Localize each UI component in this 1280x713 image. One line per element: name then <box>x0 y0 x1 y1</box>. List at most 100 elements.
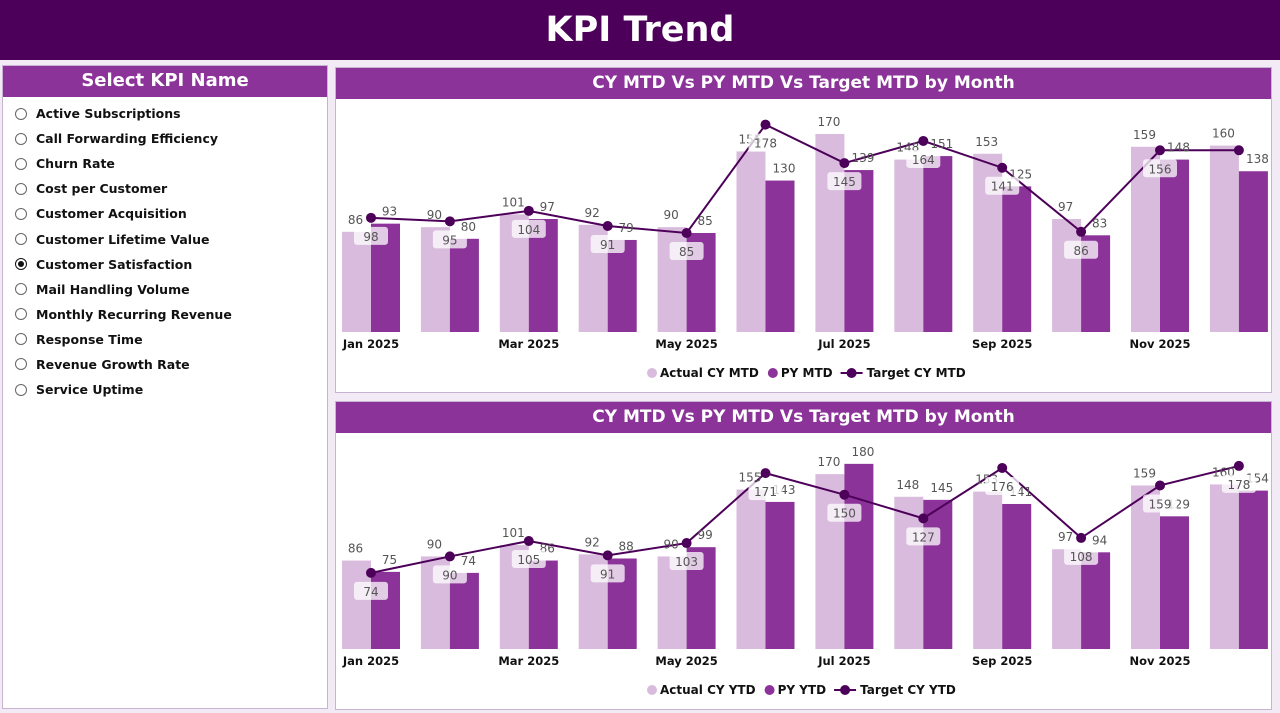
bar-py <box>923 156 953 332</box>
radio-button[interactable] <box>15 283 27 296</box>
label-py: 180 <box>851 445 874 459</box>
legend-marker-icon <box>764 685 775 695</box>
kpi-option[interactable]: Revenue Growth Rate <box>3 352 327 377</box>
label-target: 159 <box>1149 497 1172 511</box>
radio-button[interactable] <box>15 258 27 271</box>
label-actual: 170 <box>817 115 840 129</box>
radio-button[interactable] <box>15 182 27 195</box>
label-target-box <box>748 482 783 501</box>
bar-py <box>1238 171 1268 332</box>
label-actual: 90 <box>427 208 442 222</box>
label-target: 171 <box>754 485 777 499</box>
label-target: 74 <box>363 585 378 599</box>
bar-py <box>528 560 558 649</box>
radio-button[interactable] <box>15 383 27 396</box>
x-tick-label: Sep 2025 <box>972 337 1032 351</box>
target-point <box>602 220 613 231</box>
ytd-chart-panel: CY MTD Vs PY MTD Vs Target MTD by Month … <box>335 401 1272 710</box>
bar-py <box>765 180 795 332</box>
bar-py <box>607 239 637 332</box>
kpi-option-label: Cost per Customer <box>36 181 168 197</box>
radio-button[interactable] <box>15 233 27 246</box>
radio-button[interactable] <box>15 132 27 145</box>
kpi-option[interactable]: Churn Rate <box>3 151 327 176</box>
bar-actual <box>815 474 845 649</box>
kpi-option[interactable]: Active Subscriptions <box>3 101 327 126</box>
target-line <box>370 123 1239 235</box>
label-target: 108 <box>1070 550 1093 564</box>
legend-label: Target CY MTD <box>867 366 966 380</box>
label-actual: 148 <box>896 478 919 492</box>
legend-marker-icon <box>840 685 851 695</box>
bar-py <box>923 499 953 649</box>
label-target-box <box>827 172 862 191</box>
kpi-option[interactable]: Customer Acquisition <box>3 201 327 226</box>
bar-py <box>1081 552 1111 649</box>
target-point <box>1233 460 1244 471</box>
label-target-box <box>906 149 941 168</box>
radio-button[interactable] <box>15 333 27 346</box>
target-point <box>444 216 455 227</box>
legend-label: PY MTD <box>781 366 833 380</box>
kpi-option[interactable]: Response Time <box>3 327 327 352</box>
label-py: 94 <box>1092 533 1107 547</box>
bar-actual <box>657 556 687 649</box>
label-target-box <box>354 581 388 600</box>
label-py: 99 <box>697 528 712 542</box>
label-py: 148 <box>1167 141 1190 155</box>
label-target-box <box>906 527 941 546</box>
label-actual: 153 <box>975 135 998 149</box>
kpi-option-label: Response Time <box>36 331 143 347</box>
label-target: 176 <box>991 480 1014 494</box>
radio-button[interactable] <box>15 308 27 321</box>
legend-marker-icon <box>767 368 778 378</box>
label-target: 150 <box>833 507 856 521</box>
slicer-list: Active Subscriptions Call Forwarding Effi… <box>3 97 327 402</box>
label-target-box <box>1064 240 1099 259</box>
x-tick-label: May 2025 <box>655 654 717 668</box>
bar-actual <box>342 231 371 332</box>
label-target: 141 <box>991 180 1014 194</box>
label-target: 104 <box>517 223 540 237</box>
legend-label: Target CY YTD <box>860 683 956 697</box>
label-target-box <box>511 550 546 568</box>
kpi-option[interactable]: Cost per Customer <box>3 176 327 201</box>
page-title: KPI Trend <box>0 0 1280 60</box>
radio-button[interactable] <box>15 107 27 120</box>
label-py: 88 <box>619 539 634 553</box>
label-actual: 90 <box>663 208 678 222</box>
radio-button[interactable] <box>15 157 27 170</box>
x-tick-label: Jan 2025 <box>342 337 399 351</box>
label-py: 75 <box>382 553 397 567</box>
label-target: 98 <box>363 230 378 244</box>
bar-py <box>449 572 479 649</box>
kpi-option[interactable]: Customer Satisfaction <box>3 252 327 277</box>
label-py: 79 <box>619 221 634 235</box>
label-target-box <box>1143 159 1177 178</box>
label-target-box <box>985 476 1020 495</box>
radio-button[interactable] <box>15 358 27 371</box>
kpi-option[interactable]: Call Forwarding Efficiency <box>3 126 327 151</box>
label-actual: 92 <box>585 535 600 549</box>
legend-marker-icon <box>846 368 857 378</box>
label-actual: 159 <box>1133 128 1156 142</box>
target-point <box>681 227 692 238</box>
bar-actual <box>342 560 371 649</box>
label-py: 151 <box>930 137 953 151</box>
kpi-option-label: Mail Handling Volume <box>36 281 190 297</box>
label-target: 86 <box>1073 244 1088 258</box>
kpi-option[interactable]: Mail Handling Volume <box>3 277 327 302</box>
kpi-option[interactable]: Monthly Recurring Revenue <box>3 302 327 327</box>
bar-py <box>1002 186 1032 332</box>
bar-actual <box>1052 218 1082 332</box>
target-point <box>1233 145 1244 156</box>
label-target: 90 <box>442 568 457 582</box>
mtd-chart-panel: CY MTD Vs PY MTD Vs Target MTD by Month … <box>335 67 1272 393</box>
label-target: 178 <box>754 137 777 151</box>
bar-actual <box>1131 146 1160 332</box>
kpi-option[interactable]: Service Uptime <box>3 377 327 402</box>
bar-py <box>1160 159 1189 332</box>
kpi-option[interactable]: Customer Lifetime Value <box>3 226 327 251</box>
chart-title: CY MTD Vs PY MTD Vs Target MTD by Month <box>336 68 1271 99</box>
radio-button[interactable] <box>15 207 27 220</box>
